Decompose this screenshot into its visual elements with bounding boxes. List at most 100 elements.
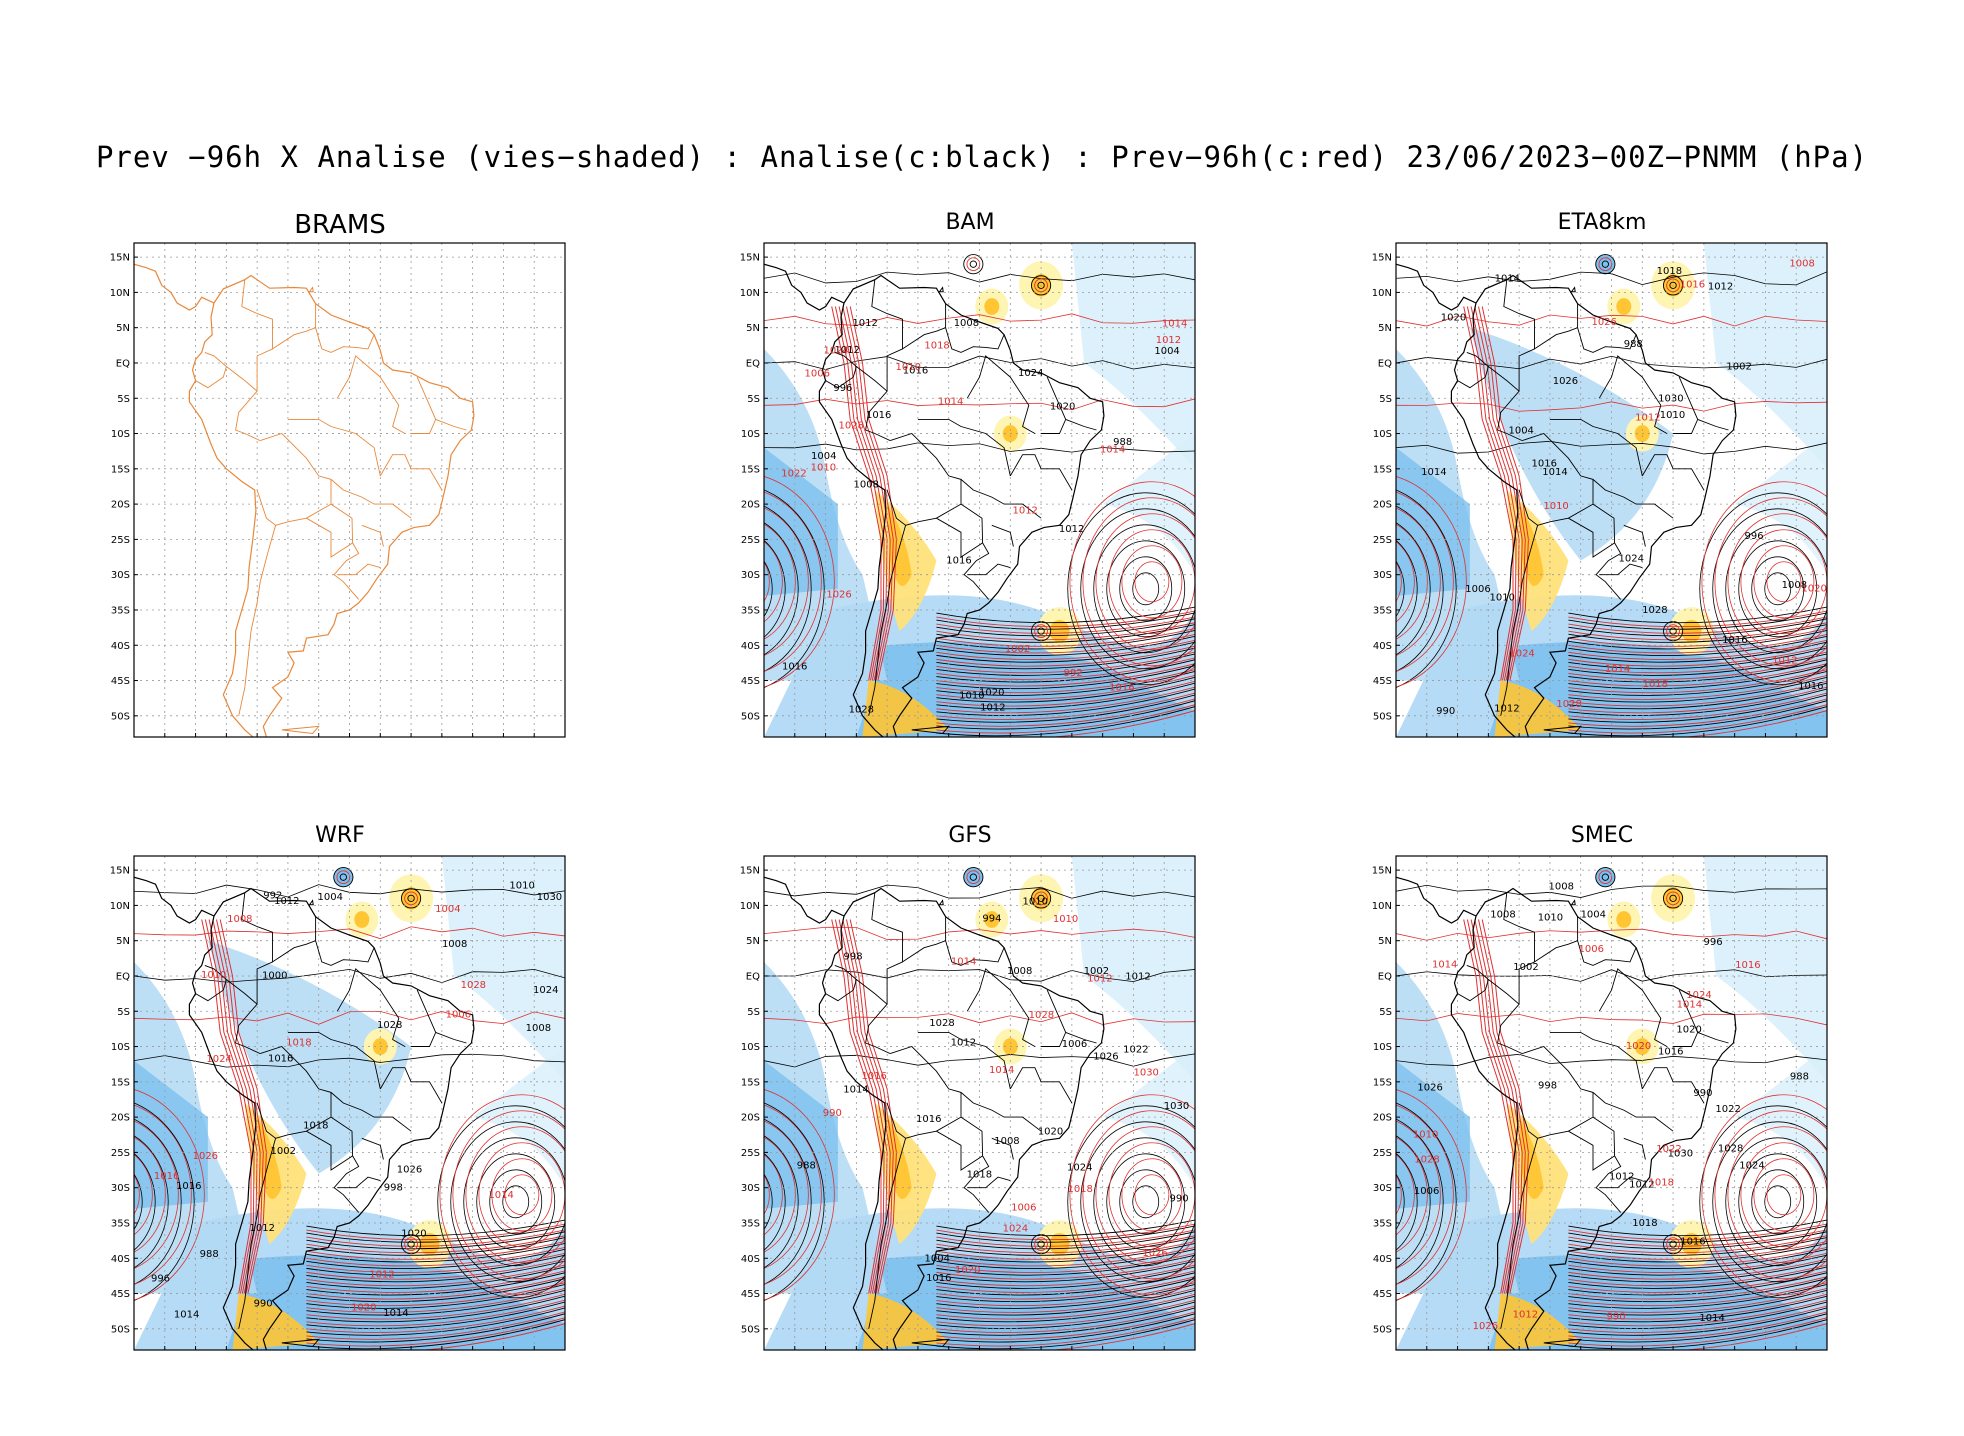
isobar-forecast [1568,1264,1827,1287]
isobar-forecast [1568,692,1827,720]
isobar-analysis [1568,1301,1827,1329]
country-border [361,1137,384,1160]
isobar-analysis [1396,1173,1405,1231]
isobar-analysis [1568,665,1827,690]
contour-label-analysis: 1020 [1441,312,1466,323]
isobar-forecast [1568,704,1827,734]
isobar-analysis [936,1260,1195,1283]
country-border [1522,1045,1594,1139]
isobar-forecast [1568,1305,1827,1333]
contour-label-forecast: 1012 [1635,413,1660,424]
island [281,1338,320,1348]
island [281,725,320,735]
contour-label-analysis: 1016 [268,1054,293,1065]
isobar-analysis [936,612,1195,630]
country-border [960,1092,1042,1132]
isobar-analysis [936,700,1195,730]
isobar-analysis [1067,492,1195,686]
isobar-forecast [110,1176,126,1214]
isobar-forecast [764,1120,809,1269]
country-border [238,1102,277,1329]
contour-label-forecast: 1028 [461,980,486,991]
isobar-analysis [936,1219,1195,1237]
isobar-forecast [764,1089,835,1301]
contour-label-forecast: 1010 [896,362,921,373]
contour-label-analysis: 998 [1538,1081,1557,1092]
lat-tick-label: 10S [1373,1042,1392,1053]
country-border [306,503,354,558]
isobar-analysis [936,1307,1195,1336]
isobar-analysis [1751,1169,1805,1235]
isobar-analysis [437,1105,565,1299]
island [1570,286,1576,293]
contour-label-analysis: 998 [384,1183,403,1194]
contour-label-forecast: 1018 [924,340,949,351]
contour-label-forecast: 1016 [1109,683,1134,694]
isobar-analysis [1037,281,1045,289]
lat-tick-label: 20S [1373,500,1392,511]
bias-area-positive [862,680,949,737]
country-border [1641,1067,1705,1104]
isobar-forecast [1372,563,1388,601]
lat-tick-label: 40S [111,641,130,652]
contour-label-analysis: 1014 [843,1085,868,1096]
lat-tick-label: 20S [111,1113,130,1124]
isobar-analysis [936,1248,1195,1269]
isobar-forecast [1714,497,1827,667]
bias-area-positive [887,504,912,586]
isobar-forecast [1481,919,1529,1294]
isobar-analysis [764,884,1195,899]
isobar-analysis [407,894,415,902]
bias-area-positive [1049,1232,1070,1256]
contour-label-forecast: 1022 [781,469,806,480]
isobar-forecast [1396,561,1402,602]
lat-tick-label: 35S [111,1218,130,1229]
isobar-forecast [1766,561,1802,603]
lat-tick-label: 15S [1373,464,1392,475]
isobar-forecast [764,523,796,640]
island [1570,899,1576,906]
isobar-forecast [831,919,882,1294]
lat-tick-label: EQ [746,358,760,369]
contour-label-forecast: 1012 [1087,974,1112,985]
contour-label-analysis: 1024 [533,985,558,996]
lat-tick-label: 30S [1373,570,1392,581]
bias-area-positive [1049,619,1070,643]
isobar-forecast [1069,1094,1195,1296]
country-border [1009,1067,1073,1104]
contour-label-analysis: 1012 [1494,704,1519,715]
contour-label-forecast: 1006 [446,1010,471,1021]
contour-label-analysis: 1012 [980,702,1005,713]
isobar-forecast [1396,1120,1441,1269]
contour-label-analysis: 1022 [1123,1044,1148,1055]
map-area [134,243,565,737]
isobar-forecast [936,1252,1195,1273]
country-border [1673,989,1699,1047]
isobar-analysis [936,630,1195,650]
isobar-analysis [764,539,786,638]
lat-tick-label: EQ [116,971,130,982]
contour-label-analysis: 1026 [1417,1083,1442,1094]
contour-label-analysis: 1012 [852,318,877,329]
isobar-analysis [1699,492,1827,686]
isobar-analysis [1568,1243,1827,1263]
country-border [1488,366,1523,442]
contour-label-forecast: 1012 [1012,505,1037,516]
isobar-forecast [936,669,1195,694]
lat-tick-label: 30S [1373,1183,1392,1194]
country-border [1598,355,1668,434]
isobar-forecast [764,476,835,688]
bias-area-negative [333,867,354,888]
bias-area-positive [1681,1232,1702,1256]
country-border [966,968,1036,1047]
isobar-analysis [1396,884,1827,898]
map-area: 1016101410101012101410161018102010241026… [1372,243,1827,737]
bias-area-positive [1616,298,1632,315]
contour-label-analysis: 1002 [1084,966,1109,977]
lat-tick-label: 50S [1373,711,1392,722]
isobar-forecast [936,1247,1195,1267]
isobar-analysis [764,522,799,656]
lat-tick-label: 25S [1373,1148,1392,1159]
isobar-forecast [1568,628,1827,647]
isobar-forecast [1396,523,1428,640]
